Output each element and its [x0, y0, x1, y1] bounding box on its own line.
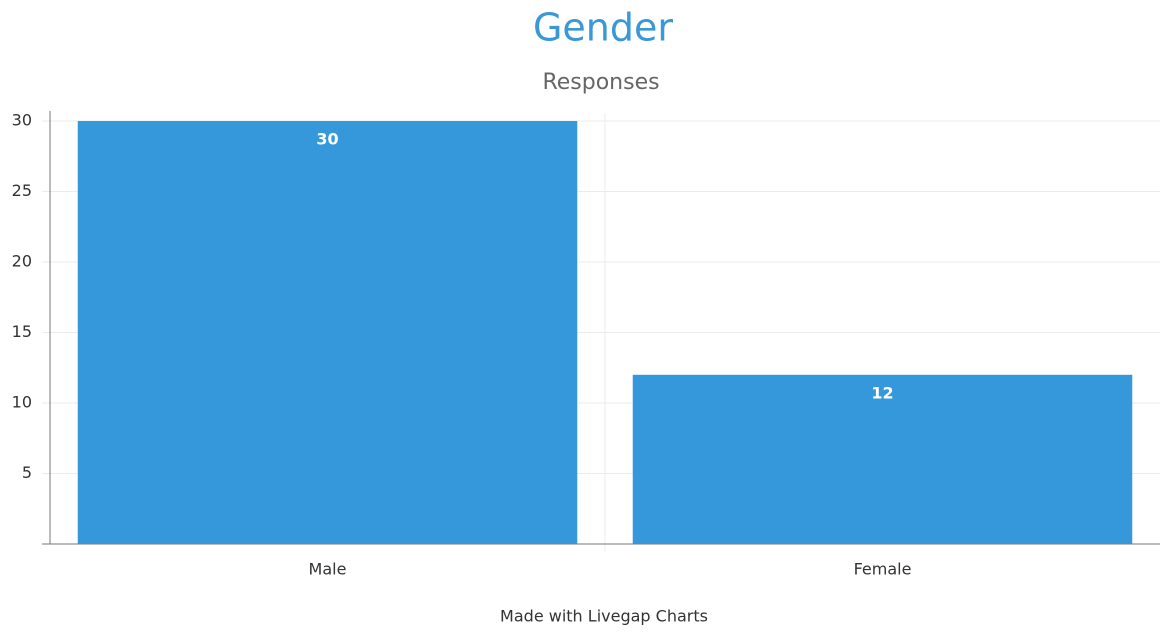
x-tick-label: Male [309, 560, 347, 579]
x-tick-label: Female [854, 560, 912, 579]
y-tick-label: 30 [12, 111, 32, 130]
footer: Made with Livegap Charts [500, 607, 708, 626]
y-tick-label: 10 [12, 393, 32, 412]
bar [77, 121, 578, 544]
data-label: 30 [316, 130, 338, 149]
y-tick-label: 20 [12, 252, 32, 271]
data-label: 12 [871, 383, 893, 402]
y-tick-label: 15 [12, 322, 32, 341]
chart-title: Gender [533, 6, 673, 50]
y-tick-label: 25 [12, 181, 32, 200]
bar [632, 374, 1133, 544]
y-tick-label: 5 [22, 463, 32, 482]
chart-subtitle: Responses [542, 70, 659, 95]
